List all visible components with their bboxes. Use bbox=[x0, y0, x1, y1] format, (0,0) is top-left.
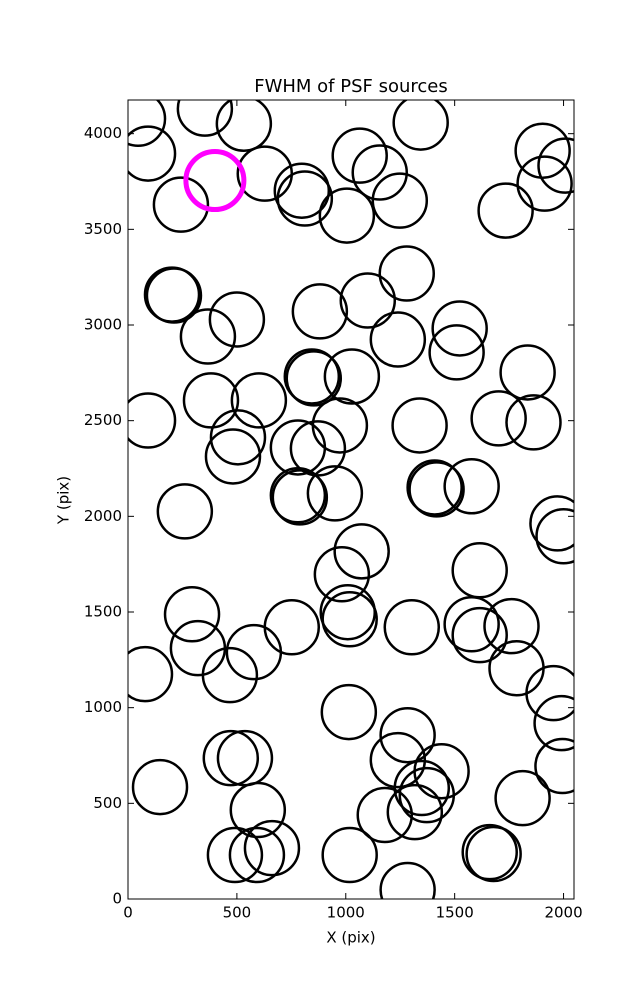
y-tick-label: 3000 bbox=[84, 316, 122, 334]
x-tick-label: 1000 bbox=[327, 904, 365, 922]
source-circle bbox=[179, 308, 237, 365]
source-circle bbox=[533, 694, 574, 752]
source-circle bbox=[228, 826, 286, 884]
source-circle bbox=[145, 267, 203, 324]
source-circle bbox=[131, 758, 189, 816]
source-circle bbox=[477, 182, 534, 239]
source-circle bbox=[386, 783, 444, 841]
y-tick-label: 500 bbox=[93, 794, 122, 812]
source-circle bbox=[391, 397, 448, 454]
source-circle bbox=[443, 458, 500, 515]
source-circle bbox=[537, 137, 574, 194]
source-circle bbox=[331, 127, 388, 184]
source-circle bbox=[483, 597, 540, 655]
source-circle bbox=[321, 591, 378, 648]
source-circle bbox=[128, 392, 177, 449]
source-circle bbox=[273, 162, 331, 219]
source-circle bbox=[451, 606, 508, 664]
source-circle bbox=[182, 372, 240, 429]
source-circle bbox=[494, 769, 551, 827]
source-circle bbox=[379, 861, 436, 899]
y-tick-label: 0 bbox=[112, 890, 122, 908]
x-tick-label: 500 bbox=[223, 904, 252, 922]
source-circle bbox=[311, 397, 369, 454]
source-circle bbox=[202, 729, 260, 787]
source-circle bbox=[535, 507, 574, 565]
source-circle bbox=[263, 599, 321, 656]
source-circle bbox=[428, 324, 485, 381]
source-circle bbox=[371, 172, 429, 229]
source-circle bbox=[215, 100, 273, 152]
marks bbox=[128, 100, 574, 899]
y-tick-label: 3500 bbox=[84, 220, 122, 238]
source-circle bbox=[383, 599, 441, 656]
source-circle bbox=[206, 826, 264, 884]
y-tick-label: 1500 bbox=[84, 603, 122, 621]
y-tick-label: 4000 bbox=[84, 124, 122, 142]
source-circle bbox=[229, 781, 287, 839]
source-circle bbox=[320, 683, 378, 741]
source-circle bbox=[306, 465, 364, 522]
source-circle bbox=[351, 144, 408, 201]
source-circle bbox=[534, 737, 574, 795]
x-tick-label: 0 bbox=[123, 904, 133, 922]
source-circle bbox=[156, 483, 214, 540]
source-circle bbox=[269, 467, 327, 524]
source-circle bbox=[128, 645, 174, 703]
chart-title: FWHM of PSF sources bbox=[254, 76, 448, 97]
source-circle bbox=[339, 272, 397, 329]
source-circle bbox=[318, 187, 376, 244]
plot-area bbox=[127, 99, 575, 900]
source-circle bbox=[406, 459, 463, 516]
y-axis-label: Y (pix) bbox=[55, 476, 73, 525]
source-circle bbox=[128, 100, 167, 147]
source-circle bbox=[408, 461, 465, 518]
source-circle bbox=[152, 176, 210, 233]
source-circle bbox=[529, 495, 574, 552]
source-circle bbox=[443, 595, 500, 653]
source-circle bbox=[393, 759, 451, 817]
source-circle bbox=[283, 348, 341, 405]
x-axis-label: X (pix) bbox=[326, 929, 375, 947]
x-tick-label: 2000 bbox=[544, 904, 582, 922]
source-circle bbox=[313, 546, 371, 603]
source-circle bbox=[201, 646, 259, 704]
source-circle bbox=[208, 291, 266, 348]
source-circle bbox=[321, 826, 378, 884]
x-tick-label: 1500 bbox=[436, 904, 474, 922]
source-circle bbox=[470, 390, 527, 447]
source-circle bbox=[461, 823, 518, 881]
source-circle bbox=[276, 170, 334, 227]
y-tick-label: 2000 bbox=[84, 507, 122, 525]
source-circle bbox=[163, 586, 221, 643]
source-circle bbox=[183, 149, 247, 213]
source-circle bbox=[398, 766, 456, 824]
source-circle bbox=[128, 125, 177, 182]
source-circle bbox=[525, 664, 574, 722]
source-circle bbox=[465, 825, 522, 883]
source-circle bbox=[271, 469, 329, 526]
source-circle bbox=[291, 283, 349, 340]
y-tick-label: 1000 bbox=[84, 698, 122, 716]
source-circle bbox=[209, 409, 267, 466]
source-circle bbox=[516, 155, 573, 212]
source-circle bbox=[431, 300, 488, 357]
source-circle bbox=[204, 428, 262, 485]
source-circle bbox=[379, 706, 436, 764]
source-circle bbox=[392, 100, 449, 151]
source-circle bbox=[505, 394, 562, 451]
source-circle bbox=[230, 372, 288, 429]
source-circle bbox=[499, 344, 556, 401]
source-circle bbox=[243, 819, 301, 877]
source-circle bbox=[356, 786, 414, 844]
source-circle bbox=[333, 523, 390, 580]
source-circle bbox=[285, 350, 343, 407]
y-tick-label: 2500 bbox=[84, 411, 122, 429]
source-circle bbox=[176, 100, 234, 137]
source-circle bbox=[378, 245, 435, 302]
source-circle bbox=[323, 348, 381, 405]
source-circle bbox=[369, 311, 427, 368]
